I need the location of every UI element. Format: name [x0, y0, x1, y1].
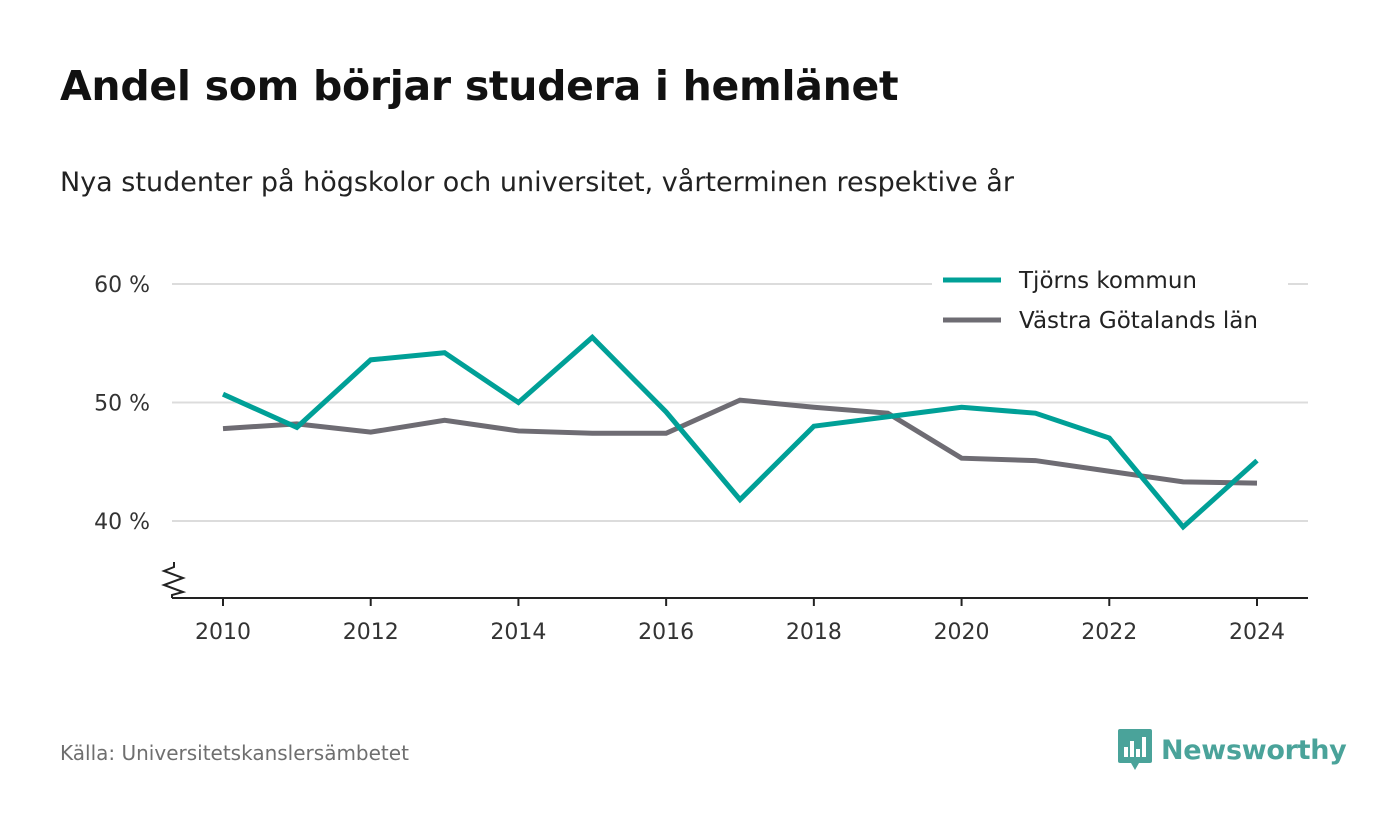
y-tick-label: 50 %	[94, 392, 150, 417]
x-tick-label: 2022	[1081, 620, 1137, 645]
y-tick-label: 40 %	[94, 510, 150, 535]
x-tick-label: 2010	[195, 620, 251, 645]
series-line	[222, 397, 1258, 486]
x-tick-label: 2016	[638, 620, 694, 645]
legend-label: Tjörns kommun	[1018, 268, 1197, 294]
x-tick-label: 2012	[343, 620, 399, 645]
brand-name: Newsworthy	[1161, 734, 1347, 766]
y-axis-tick-labels: 40 % 50 % 60 %	[94, 273, 150, 535]
brand-logo[interactable]: Newsworthy	[1117, 727, 1347, 773]
chart-subtitle: Nya studenter på högskolor och universit…	[60, 167, 1014, 198]
x-tick-label: 2020	[934, 620, 990, 645]
newsworthy-logo-icon	[1118, 729, 1152, 770]
y-tick-label: 60 %	[94, 273, 150, 298]
axis-break-marker	[161, 562, 187, 598]
legend-background	[932, 262, 1288, 344]
x-axis	[161, 562, 1308, 599]
x-axis-tick-labels: 2010 2012 2014 2016 2018 2020 2022 2024	[195, 598, 1285, 645]
line-chart: 40 % 50 % 60 % 2010 2012 2014 2016 2018 2020 202…	[94, 262, 1308, 645]
series-lines	[221, 333, 1259, 531]
legend-label: Västra Götalands län	[1019, 308, 1258, 334]
series-line	[221, 333, 1259, 531]
source-note: Källa: Universitetskanslersämbetet	[60, 741, 409, 765]
chart-title: Andel som börjar studera i hemlänet	[60, 62, 899, 110]
x-tick-label: 2018	[786, 620, 842, 645]
x-tick-label: 2014	[490, 620, 546, 645]
legend: Tjörns kommun Västra Götalands län	[932, 262, 1288, 344]
x-tick-label: 2024	[1229, 620, 1285, 645]
